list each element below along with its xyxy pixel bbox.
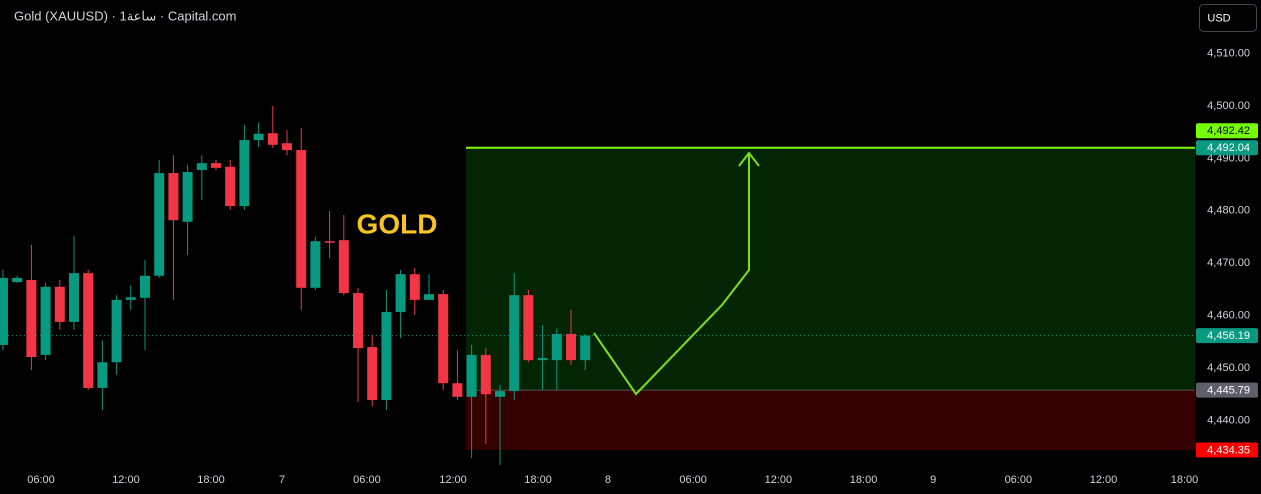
candle-body [438, 294, 449, 384]
candle-body [296, 150, 307, 288]
currency-label: USD [1207, 12, 1230, 24]
candle-body [523, 295, 534, 361]
candle-body [253, 133, 264, 141]
candle-body [452, 383, 463, 397]
x-tick-label: 12:00 [439, 474, 467, 486]
annotation: GOLD [357, 208, 438, 239]
x-tick-label: 12:00 [1090, 474, 1118, 486]
candle-body [395, 274, 406, 312]
candle-body [0, 277, 8, 345]
x-tick-label: 12:00 [765, 474, 793, 486]
y-tick-label: 4,510.00 [1207, 48, 1250, 60]
x-tick-label: 06:00 [353, 474, 381, 486]
candle-body [551, 333, 562, 361]
price-tag-label: 4,456.19 [1207, 330, 1250, 342]
axis-layer: 4,440.00 4,450.00 4,460.00 4,470.00 4,480.00… [27, 48, 1258, 486]
y-tick-label: 4,490.00 [1207, 152, 1250, 164]
candle-body [182, 172, 193, 222]
candle-body [324, 241, 335, 243]
candle-body [225, 166, 236, 207]
candle-body [26, 279, 37, 358]
candles-layer [0, 106, 591, 465]
candle-body [210, 163, 221, 168]
y-tick-label: 4,460.00 [1207, 310, 1250, 322]
candle-body [139, 275, 150, 298]
candle-body [267, 133, 278, 145]
candle-body [196, 163, 207, 170]
candle-body [154, 173, 165, 276]
chart-title: Gold (XAUUSD) · 1ساعة · Capital.com [14, 8, 237, 23]
candle-body [97, 362, 108, 388]
candle-body [580, 335, 591, 361]
x-tick-label: 18:00 [524, 474, 552, 486]
candle-body [310, 241, 321, 288]
price-tag [1196, 123, 1258, 139]
x-tick-label: 06:00 [1005, 474, 1033, 486]
price-tag-label: 4,434.35 [1207, 444, 1250, 456]
projection-arrow [593, 155, 750, 396]
price-tag [1196, 140, 1258, 156]
x-tick-label: 18:00 [1171, 474, 1199, 486]
price-tag [1196, 382, 1258, 398]
y-tick-label: 4,480.00 [1207, 205, 1250, 217]
x-tick-label: 9 [930, 474, 936, 486]
x-tick-label: 06:00 [27, 474, 55, 486]
price-tag-label: 4,445.79 [1207, 384, 1250, 396]
x-tick-label: 12:00 [112, 474, 140, 486]
candle-body [239, 140, 250, 207]
candle-body [40, 286, 51, 355]
price-tag [1196, 442, 1258, 458]
candle-body [168, 173, 179, 221]
price-tag-label: 4,492.04 [1207, 142, 1250, 154]
candle-body [54, 286, 65, 322]
candle-body [125, 297, 136, 300]
candle-body [495, 391, 506, 397]
currency-button[interactable] [1199, 4, 1257, 32]
x-tick-label: 18:00 [850, 474, 878, 486]
candle-body [281, 143, 292, 151]
candle-body [338, 240, 349, 294]
candle-body [480, 354, 491, 395]
candle-body [424, 294, 435, 300]
candle-body [509, 295, 520, 392]
candle-body [111, 299, 122, 363]
y-tick-label: 4,500.00 [1207, 100, 1250, 112]
y-tick-label: 4,440.00 [1207, 414, 1250, 426]
candle-body [12, 277, 23, 283]
candle-body [566, 333, 577, 361]
y-tick-label: 4,450.00 [1207, 362, 1250, 374]
x-tick-label: 18:00 [197, 474, 225, 486]
candle-body [466, 354, 477, 397]
candle-body [381, 311, 392, 400]
candle-body [353, 293, 364, 349]
x-tick-label: 06:00 [679, 474, 707, 486]
price-tag [1196, 328, 1258, 344]
candle-body [367, 347, 378, 400]
price-tag-label: 4,492.42 [1207, 125, 1250, 137]
arrow-head [738, 151, 760, 167]
x-tick-label: 7 [279, 474, 285, 486]
x-tick-label: 8 [605, 474, 611, 486]
candle-body [68, 273, 79, 322]
candle-body [409, 274, 420, 300]
y-tick-label: 4,470.00 [1207, 257, 1250, 269]
candle-body [83, 273, 94, 388]
candle-body [537, 358, 548, 361]
loss-zone [466, 390, 1195, 451]
